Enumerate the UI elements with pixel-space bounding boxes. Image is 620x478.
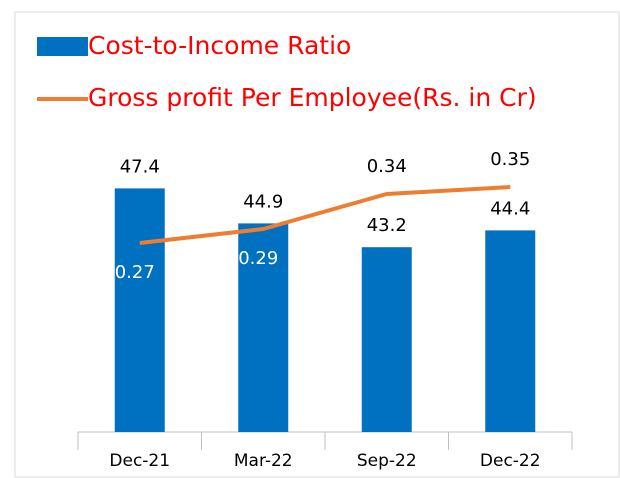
- bar: [238, 223, 289, 432]
- x-tick-label: Dec-21: [109, 451, 170, 471]
- data-label: 0.29: [238, 248, 278, 269]
- data-label: 0.35: [490, 149, 530, 170]
- x-tick-label: Dec-22: [480, 451, 541, 471]
- data-label: 0.34: [367, 156, 407, 177]
- x-tick-label: Mar-22: [234, 451, 293, 471]
- bar: [114, 188, 165, 432]
- bar: [485, 230, 536, 432]
- data-label: 43.2: [367, 215, 407, 236]
- x-tick-label: Sep-22: [357, 451, 417, 471]
- data-label: 44.9: [243, 191, 283, 212]
- data-label: 47.4: [120, 156, 160, 177]
- legend-swatch: [37, 37, 88, 56]
- data-label: 0.27: [115, 262, 155, 283]
- data-label: 44.4: [490, 198, 530, 219]
- line: [139, 185, 511, 245]
- bar: [361, 247, 412, 432]
- legend-label: Cost-to-Income Ratio: [88, 31, 351, 60]
- legend-label: Gross profit Per Employee(Rs. in Cr): [88, 83, 537, 112]
